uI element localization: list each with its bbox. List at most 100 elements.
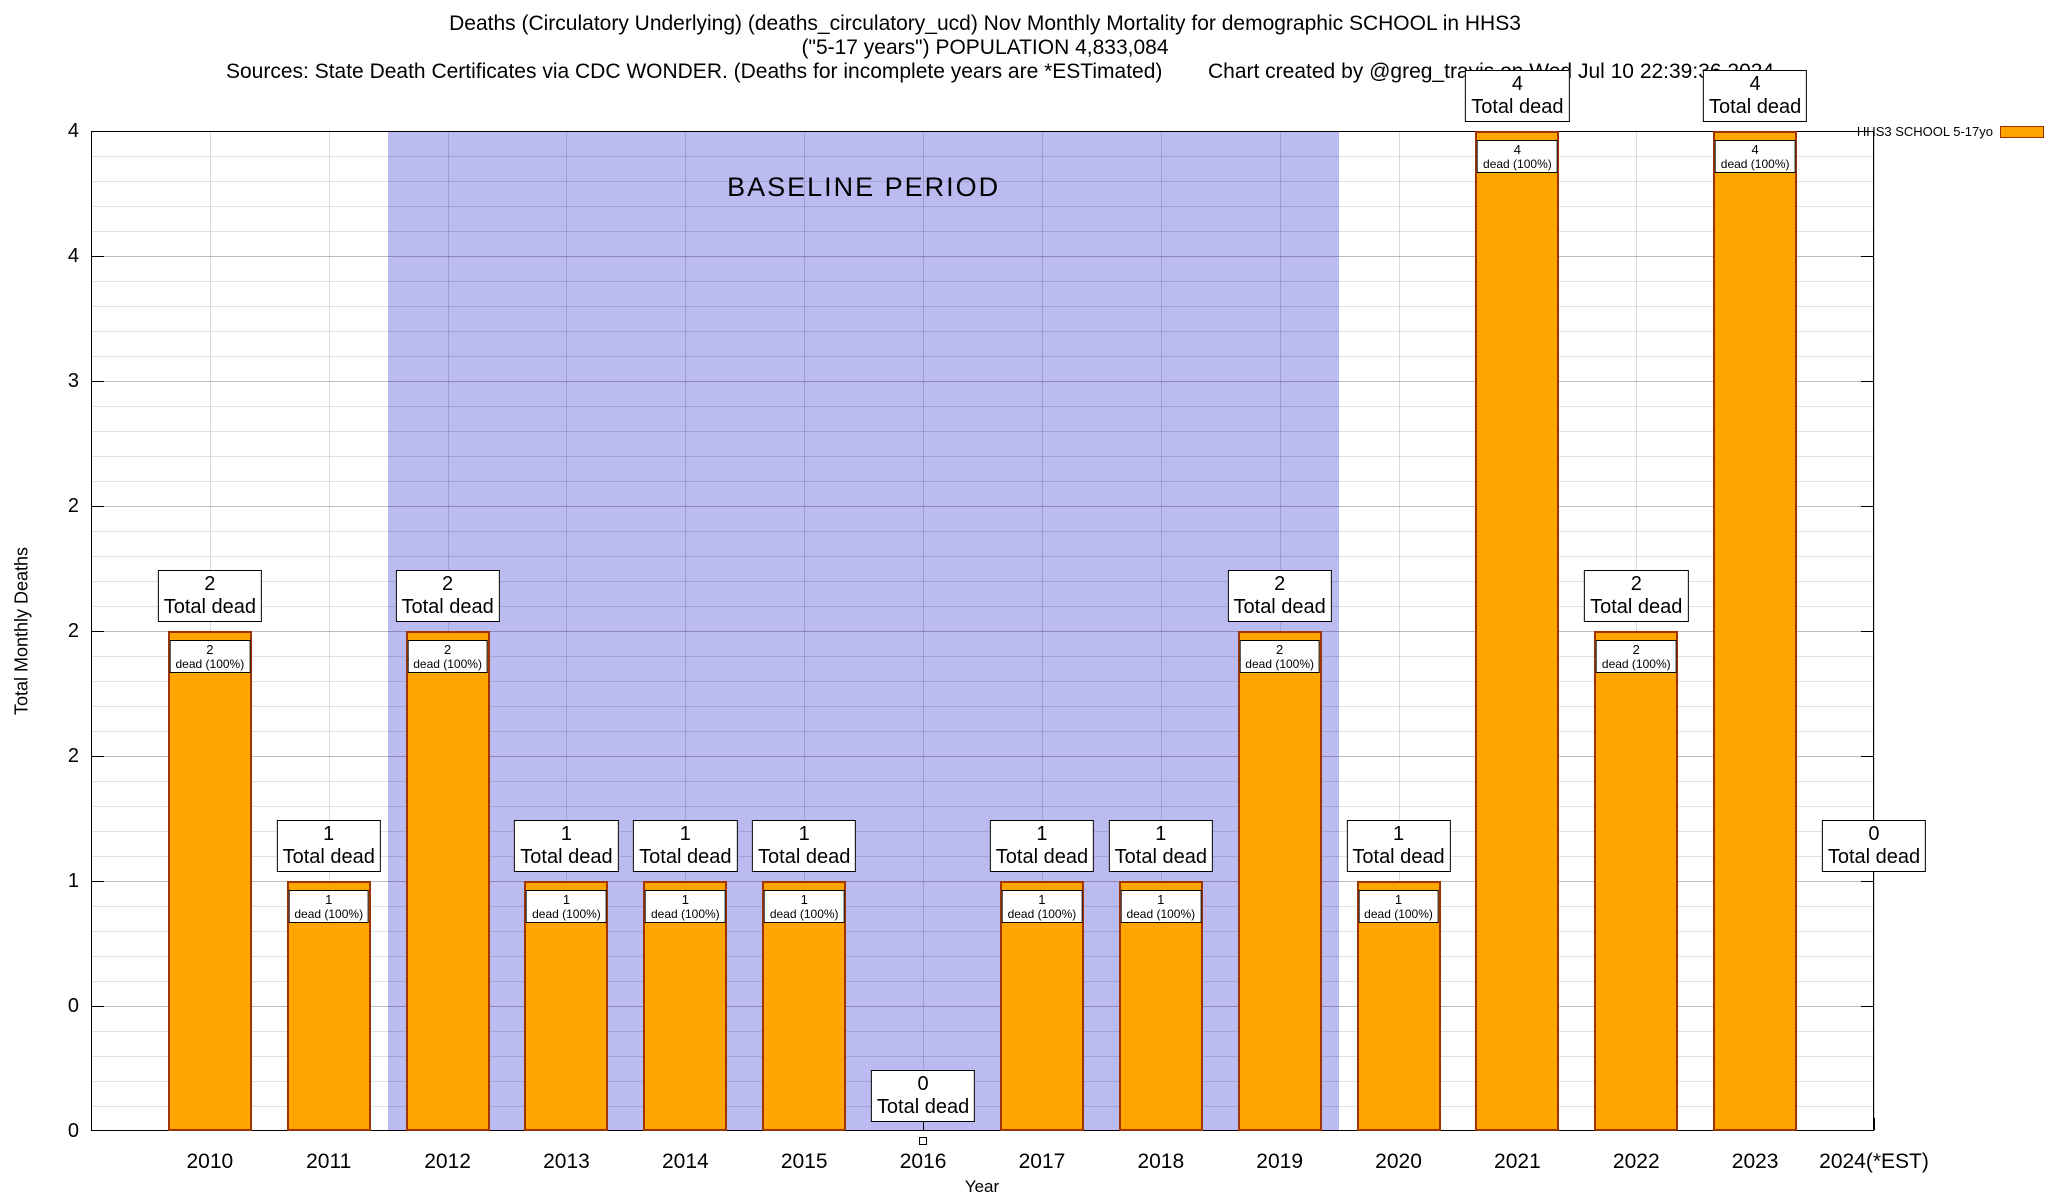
y-axis-tick-mirror (1861, 506, 1873, 507)
bar-total-label: Total dead (639, 846, 732, 868)
h-gridline (91, 1081, 1874, 1082)
y-axis-tick (92, 381, 104, 382)
h-gridline (91, 1106, 1874, 1107)
bar-count-label: dead (100%) (769, 907, 839, 921)
h-gridline (91, 231, 1874, 232)
x-axis-tick-label: 2021 (1494, 1150, 1541, 1173)
bar-total-label: Total dead (1352, 846, 1445, 868)
bar-count-label: dead (100%) (413, 657, 482, 671)
y-axis-tick (92, 256, 104, 257)
bar-total-value: 1 (323, 823, 335, 845)
y-axis-tick-mirror (1861, 256, 1873, 257)
v-gridline (1160, 131, 1162, 1131)
h-gridline (91, 856, 1874, 857)
y-axis-tick (92, 881, 104, 882)
h-gridline (91, 731, 1874, 732)
y-axis-tick-mirror (1861, 1130, 1873, 1131)
x-axis-tick-label: 2016 (899, 1150, 947, 1173)
bar-total-label: Total dead (401, 596, 494, 618)
h-gridline (91, 981, 1874, 982)
bar-count-value: 1 (325, 892, 333, 907)
x-axis-tick-label: 2023 (1731, 1150, 1779, 1173)
bar-count-value: 1 (1157, 892, 1165, 907)
bar-count-value: 2 (1276, 642, 1284, 657)
bar-total-box: 1 Total dead (276, 820, 381, 872)
bar-total-label: Total dead (1233, 596, 1326, 618)
bar-count-label: dead (100%) (1364, 907, 1433, 921)
h-gridline (91, 331, 1874, 332)
x-axis-tick-label: 2011 (306, 1150, 352, 1173)
baseline-band-label: BASELINE PERIOD (727, 172, 1001, 202)
legend-swatch-icon (2000, 125, 2044, 138)
bar-count-value: 1 (1038, 892, 1046, 907)
x-axis-tick-label: 2017 (1018, 1150, 1066, 1173)
v-gridline (685, 131, 687, 1131)
bar-total-box: 2 Total dead (1584, 570, 1689, 622)
x-axis-tick-label: 2013 (543, 1150, 590, 1173)
h-gridline (91, 206, 1874, 207)
h-gridline (91, 881, 1874, 882)
bar-count-value: 4 (1751, 142, 1759, 157)
bar-total-box: 1 Total dead (752, 820, 857, 872)
h-gridline (91, 481, 1874, 482)
v-gridline (1041, 131, 1043, 1131)
bar-count-value: 2 (443, 642, 452, 657)
y-axis-tick-mirror (1861, 131, 1873, 132)
bar-count-value: 1 (562, 892, 571, 907)
bar-total-label: Total dead (163, 596, 257, 618)
bar-count-box: 2 dead (100%) (407, 640, 488, 673)
y-axis-tick (92, 1130, 104, 1131)
x-axis-tick-label: 2014 (661, 1150, 709, 1173)
bar-total-value: 2 (442, 573, 454, 595)
bar-total-box: 1 Total dead (1346, 820, 1451, 872)
bar-total-box: 1 Total dead (633, 820, 738, 872)
bar-count-box: 4 dead (100%) (1714, 140, 1796, 173)
bar-total-box: 1 Total dead (1108, 820, 1213, 872)
y-axis-tick-mirror (1861, 381, 1873, 382)
x-axis-tick-label: 2010 (186, 1150, 234, 1173)
zero-bar-marker (919, 1137, 928, 1145)
h-gridline (91, 581, 1874, 582)
bar-count-box: 1 dead (100%) (1001, 890, 1083, 923)
bar-count-box: 2 dead (100%) (169, 640, 251, 673)
bar-total-value: 1 (679, 823, 691, 845)
h-gridline (91, 931, 1874, 932)
bar (405, 631, 490, 1131)
bar-count-box: 1 dead (100%) (644, 890, 726, 923)
y-axis-tick-label: 2 (67, 620, 79, 642)
bar-total-value: 0 (1868, 823, 1880, 845)
x-axis-tick-label: 2012 (424, 1150, 471, 1173)
x-axis-title: Year (964, 1177, 1000, 1196)
bar-count-box: 4 dead (100%) (1477, 140, 1558, 173)
bar-count-box: 2 dead (100%) (1239, 640, 1321, 673)
y-axis-tick-label: 0 (67, 995, 79, 1017)
legend-label: HHS3 SCHOOL 5-17yo (1856, 124, 1993, 139)
h-gridline (91, 1056, 1874, 1057)
h-gridline (91, 531, 1874, 532)
bar-total-value: 4 (1749, 73, 1761, 95)
bar-total-label: Total dead (520, 846, 613, 868)
h-gridline (91, 806, 1874, 807)
x-axis-tick (923, 1118, 925, 1130)
bar-total-box: 4 Total dead (1465, 70, 1570, 122)
plot-border (91, 131, 1874, 1131)
chart-title: Deaths (Circulatory Underlying) (deaths_… (449, 12, 1521, 35)
y-axis-tick-label: 3 (67, 370, 79, 392)
bar-count-label: dead (100%) (1483, 157, 1552, 171)
bar-total-box: 2 Total dead (395, 570, 500, 622)
y-axis-tick (92, 756, 104, 757)
h-gridline (91, 956, 1874, 957)
x-axis-tick-label: 2015 (780, 1150, 828, 1173)
v-gridline (1398, 131, 1400, 1131)
h-gridline (91, 456, 1874, 457)
h-gridline (91, 306, 1874, 307)
y-axis-tick-mirror (1861, 631, 1873, 632)
h-gridline (91, 606, 1874, 607)
h-gridline (91, 631, 1874, 632)
h-gridline (91, 356, 1874, 357)
bar-count-value: 1 (1394, 892, 1403, 907)
bar-count-label: dead (100%) (294, 907, 364, 921)
bar-count-value: 2 (206, 642, 214, 657)
